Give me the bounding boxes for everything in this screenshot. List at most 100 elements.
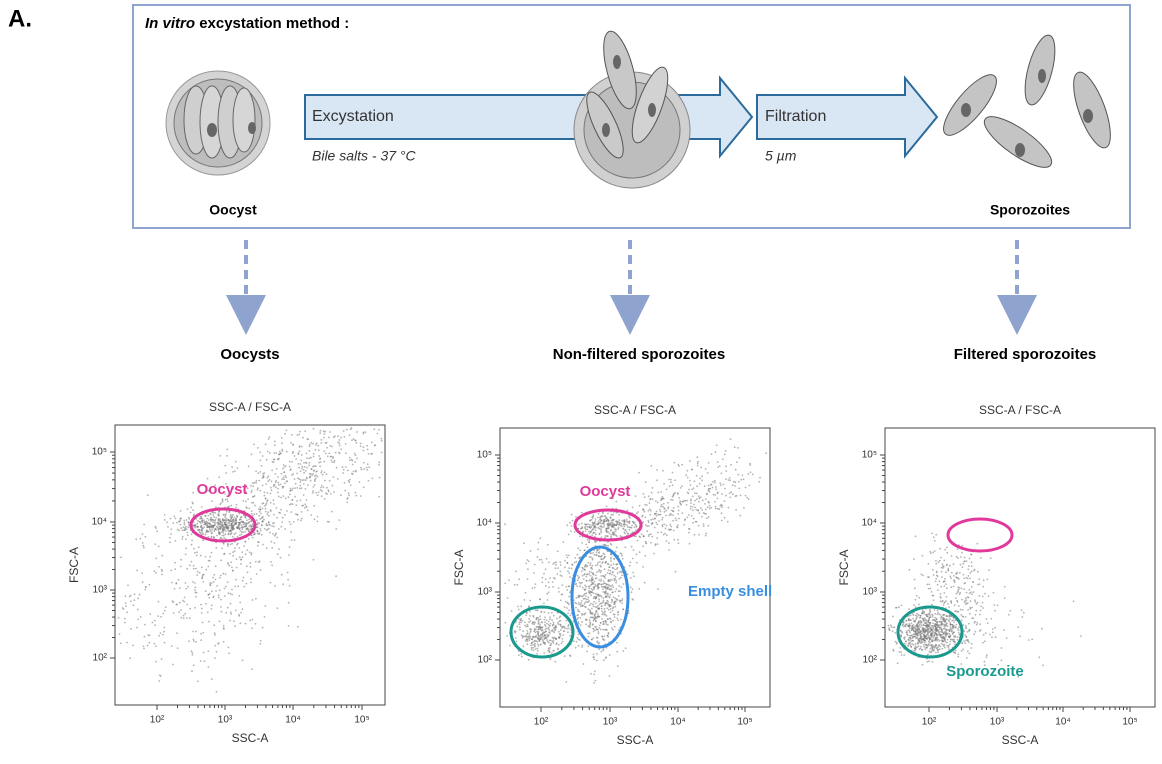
event-dot: [227, 545, 229, 547]
event-dot: [707, 472, 709, 474]
event-dot: [539, 639, 541, 641]
event-dot: [660, 491, 662, 493]
event-dot: [743, 478, 745, 480]
event-dot: [668, 529, 670, 531]
event-dot: [942, 617, 944, 619]
event-dot: [306, 499, 308, 501]
event-dot: [584, 602, 586, 604]
event-dot: [750, 471, 752, 473]
event-dot: [313, 505, 315, 507]
event-dot: [596, 628, 598, 630]
event-dot: [948, 606, 950, 608]
event-dot: [724, 517, 726, 519]
event-dot: [546, 593, 548, 595]
event-dot: [632, 572, 634, 574]
event-dot: [519, 629, 521, 631]
event-dot: [934, 550, 936, 552]
event-dot: [528, 659, 530, 661]
event-dot: [532, 587, 534, 589]
event-dot: [583, 574, 585, 576]
event-dot: [932, 637, 934, 639]
event-dot: [229, 525, 231, 527]
event-dot: [330, 459, 332, 461]
event-dot: [983, 634, 985, 636]
event-dot: [698, 534, 700, 536]
event-dot: [595, 680, 597, 682]
event-dot: [205, 569, 207, 571]
event-dot: [193, 514, 195, 516]
event-dot: [939, 548, 941, 550]
event-dot: [607, 587, 609, 589]
event-dot: [932, 661, 934, 663]
event-dot: [965, 597, 967, 599]
event-dot: [722, 458, 724, 460]
event-dot: [322, 474, 324, 476]
event-dot: [701, 479, 703, 481]
event-dot: [548, 586, 550, 588]
event-dot: [719, 505, 721, 507]
event-dot: [616, 547, 618, 549]
event-dot: [921, 612, 923, 614]
event-dot: [215, 517, 217, 519]
event-dot: [666, 489, 668, 491]
event-dot: [345, 452, 347, 454]
event-dot: [595, 593, 597, 595]
event-dot: [232, 570, 234, 572]
event-dot: [615, 531, 617, 533]
event-dot: [548, 648, 550, 650]
event-dot: [936, 629, 938, 631]
event-dot: [568, 534, 570, 536]
event-dot: [597, 564, 599, 566]
event-dot: [616, 618, 618, 620]
event-dot: [571, 514, 573, 516]
event-dot: [295, 458, 297, 460]
event-dot: [652, 487, 654, 489]
event-dot: [169, 537, 171, 539]
event-dot: [655, 500, 657, 502]
event-dot: [930, 629, 932, 631]
event-dot: [225, 530, 227, 532]
event-dot: [600, 629, 602, 631]
event-dot: [275, 486, 277, 488]
event-dot: [543, 642, 545, 644]
event-dot: [533, 624, 535, 626]
event-dot: [712, 481, 714, 483]
event-dot: [590, 562, 592, 564]
event-dot: [263, 476, 265, 478]
event-dot: [662, 496, 664, 498]
event-dot: [584, 569, 586, 571]
event-dot: [221, 522, 223, 524]
event-dot: [670, 499, 672, 501]
event-dot: [236, 558, 238, 560]
event-dot: [555, 643, 557, 645]
event-dot: [617, 567, 619, 569]
event-dot: [120, 557, 122, 559]
event-dot: [240, 563, 242, 565]
event-dot: [971, 561, 973, 563]
event-dot: [690, 500, 692, 502]
event-dot: [340, 494, 342, 496]
event-dot: [542, 577, 544, 579]
event-dot: [693, 504, 695, 506]
event-dot: [359, 481, 361, 483]
event-dot: [324, 472, 326, 474]
event-dot: [605, 656, 607, 658]
event-dot: [558, 644, 560, 646]
event-dot: [323, 433, 325, 435]
event-dot: [599, 625, 601, 627]
event-dot: [578, 524, 580, 526]
event-dot: [335, 528, 337, 530]
event-dot: [282, 468, 284, 470]
event-dot: [597, 641, 599, 643]
event-dot: [568, 555, 570, 557]
event-dot: [684, 519, 686, 521]
event-dot: [219, 589, 221, 591]
event-dot: [181, 538, 183, 540]
event-dot: [250, 520, 252, 522]
event-dot: [526, 624, 528, 626]
event-dot: [162, 634, 164, 636]
event-dot: [201, 529, 203, 531]
event-dot: [368, 480, 370, 482]
event-dot: [335, 575, 337, 577]
event-dot: [610, 594, 612, 596]
